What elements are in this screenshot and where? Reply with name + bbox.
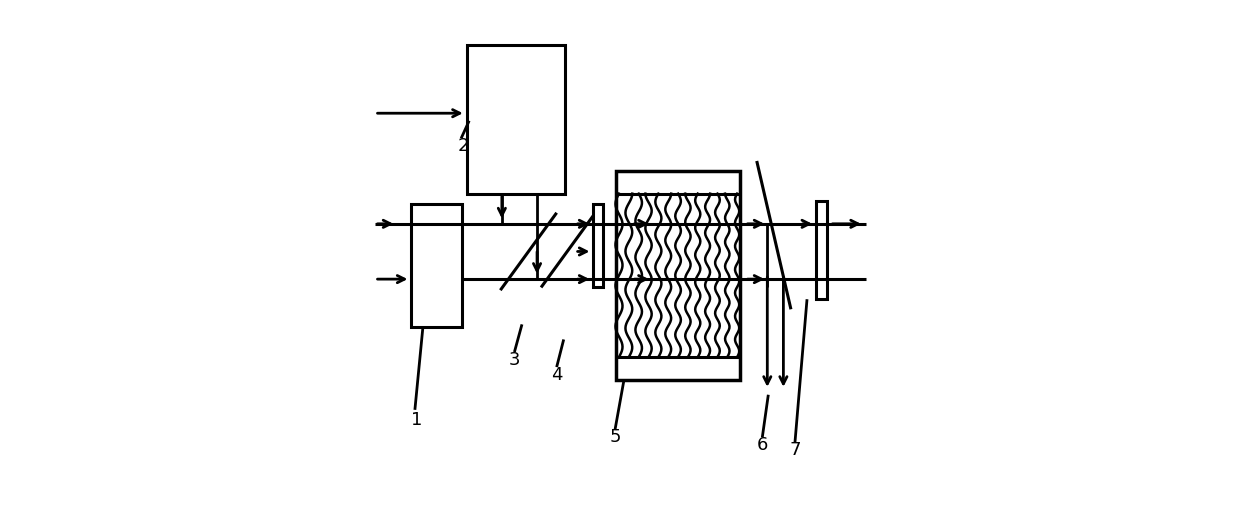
Text: 1: 1 (410, 411, 422, 429)
Text: 3: 3 (508, 350, 520, 368)
Text: 2: 2 (458, 137, 469, 155)
Text: 7: 7 (789, 441, 801, 459)
Text: 4: 4 (552, 366, 563, 384)
Text: 5: 5 (609, 428, 621, 446)
Text: 6: 6 (756, 436, 768, 454)
